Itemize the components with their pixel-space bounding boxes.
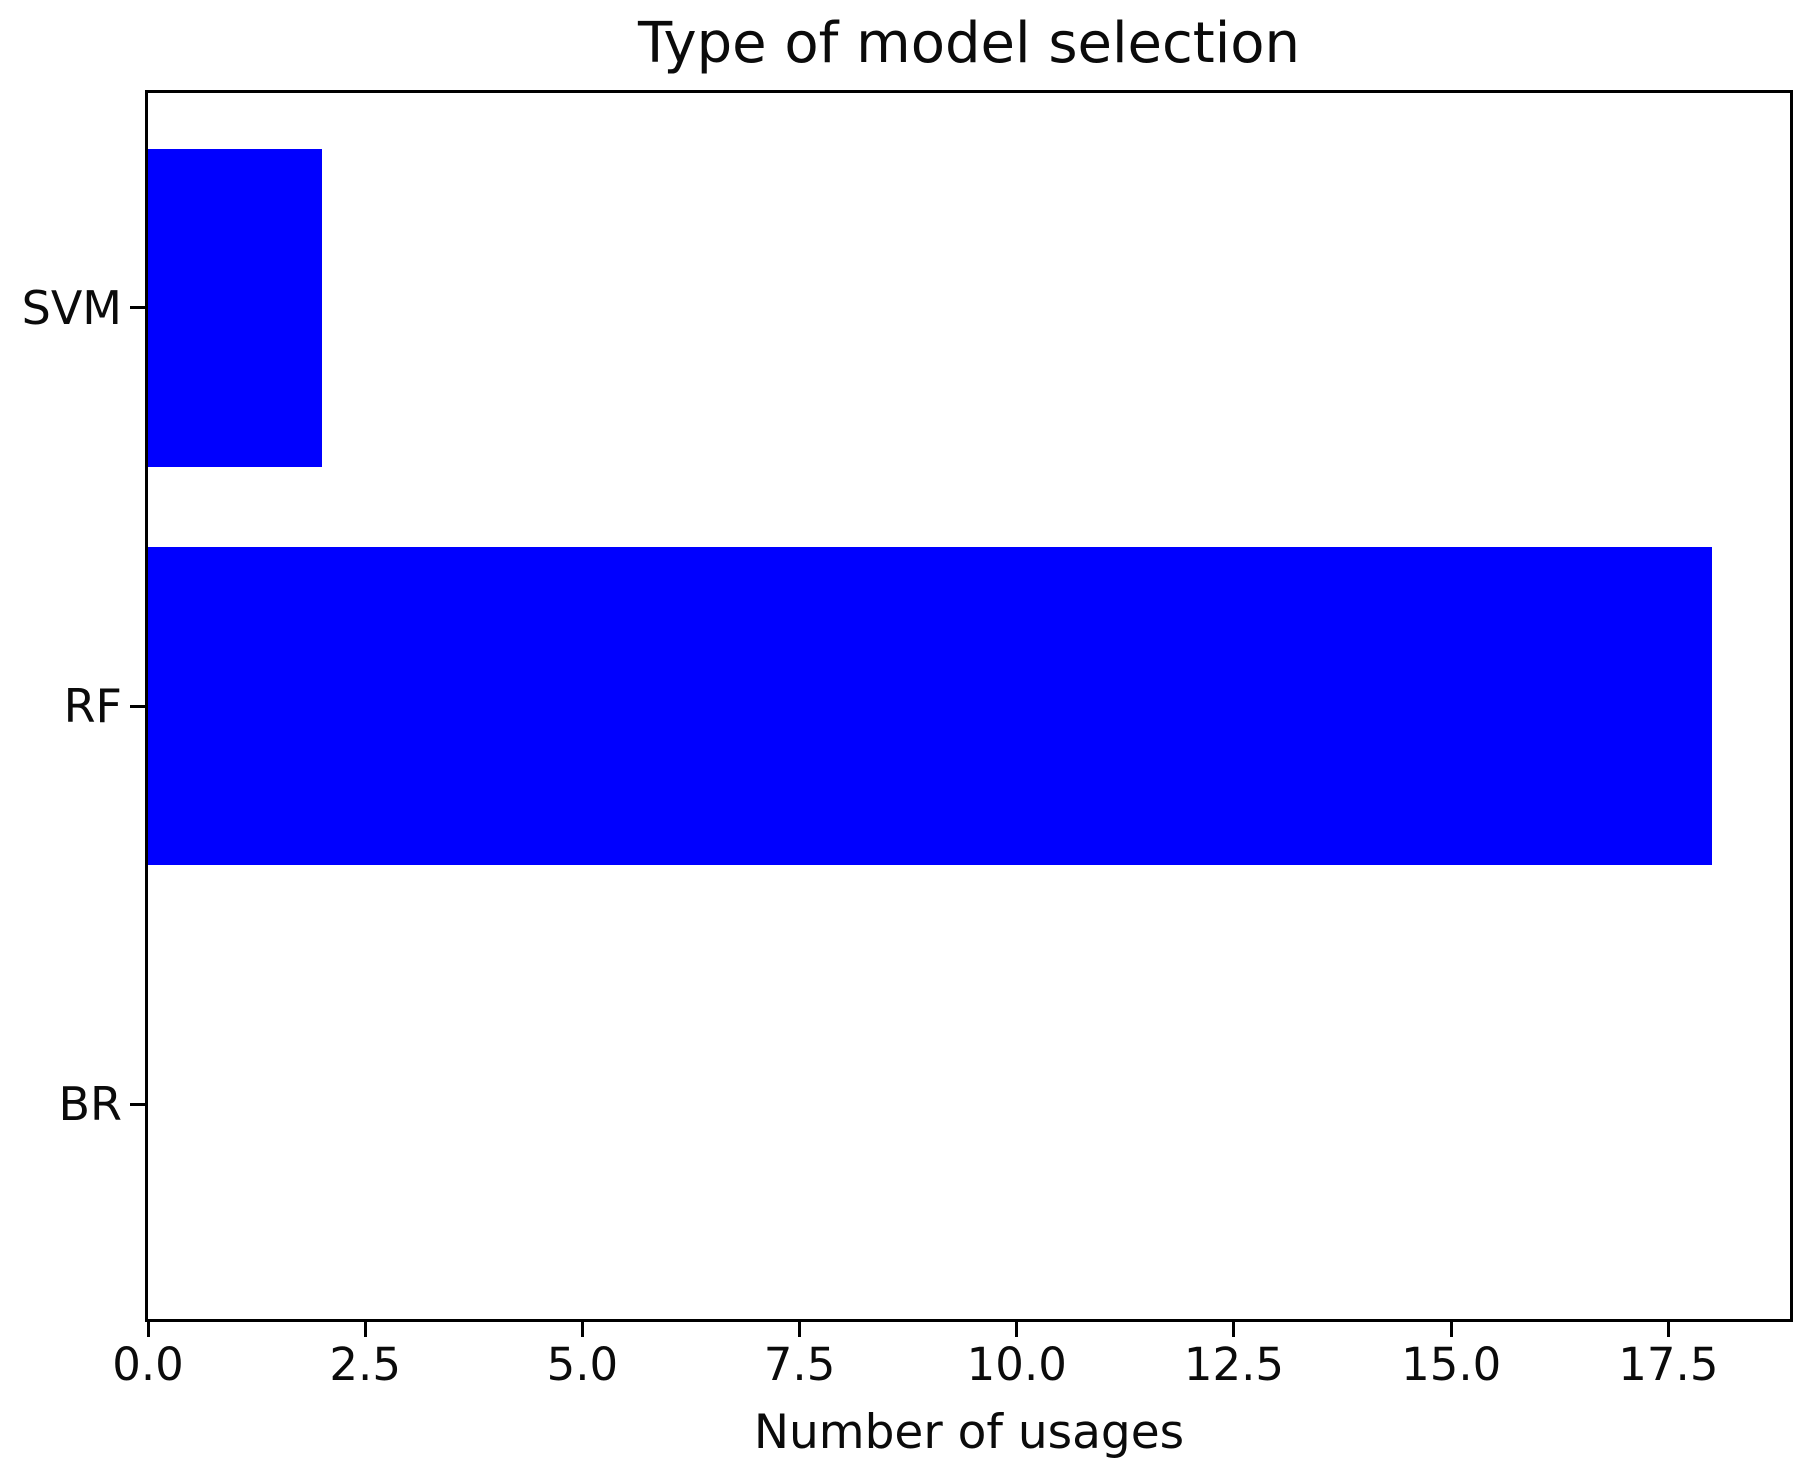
- x-axis-title: Number of usages: [753, 1405, 1185, 1460]
- x-tick-label-17.5: 17.5: [1618, 1338, 1719, 1391]
- bar-rf: [148, 546, 1712, 866]
- x-tick-label-15.0: 15.0: [1401, 1338, 1502, 1391]
- y-tick-mark-svm: [130, 306, 148, 310]
- x-tick-mark-0.0: [146, 1319, 150, 1337]
- x-tick-mark-15.0: [1449, 1319, 1453, 1337]
- y-tick-label-br: BR: [58, 1077, 122, 1132]
- x-tick-mark-2.5: [363, 1319, 367, 1337]
- plot-area: [145, 90, 1793, 1322]
- y-tick-label-svm: SVM: [21, 280, 122, 335]
- x-tick-label-7.5: 7.5: [763, 1338, 836, 1391]
- chart-title: Type of model selection: [637, 11, 1301, 76]
- x-tick-label-12.5: 12.5: [1183, 1338, 1285, 1391]
- x-tick-mark-17.5: [1666, 1319, 1670, 1337]
- x-tick-label-5.0: 5.0: [546, 1338, 619, 1391]
- x-tick-label-0.0: 0.0: [112, 1338, 184, 1391]
- x-tick-mark-12.5: [1232, 1319, 1236, 1337]
- x-tick-label-2.5: 2.5: [329, 1338, 401, 1391]
- y-tick-label-rf: RF: [63, 679, 122, 733]
- x-tick-mark-10.0: [1015, 1319, 1019, 1337]
- y-tick-mark-br: [130, 1102, 148, 1106]
- bar-svm: [148, 148, 322, 468]
- x-tick-mark-5.0: [580, 1319, 584, 1337]
- y-tick-mark-rf: [130, 704, 148, 708]
- x-tick-label-10.0: 10.0: [966, 1338, 1067, 1391]
- x-tick-mark-7.5: [798, 1319, 802, 1337]
